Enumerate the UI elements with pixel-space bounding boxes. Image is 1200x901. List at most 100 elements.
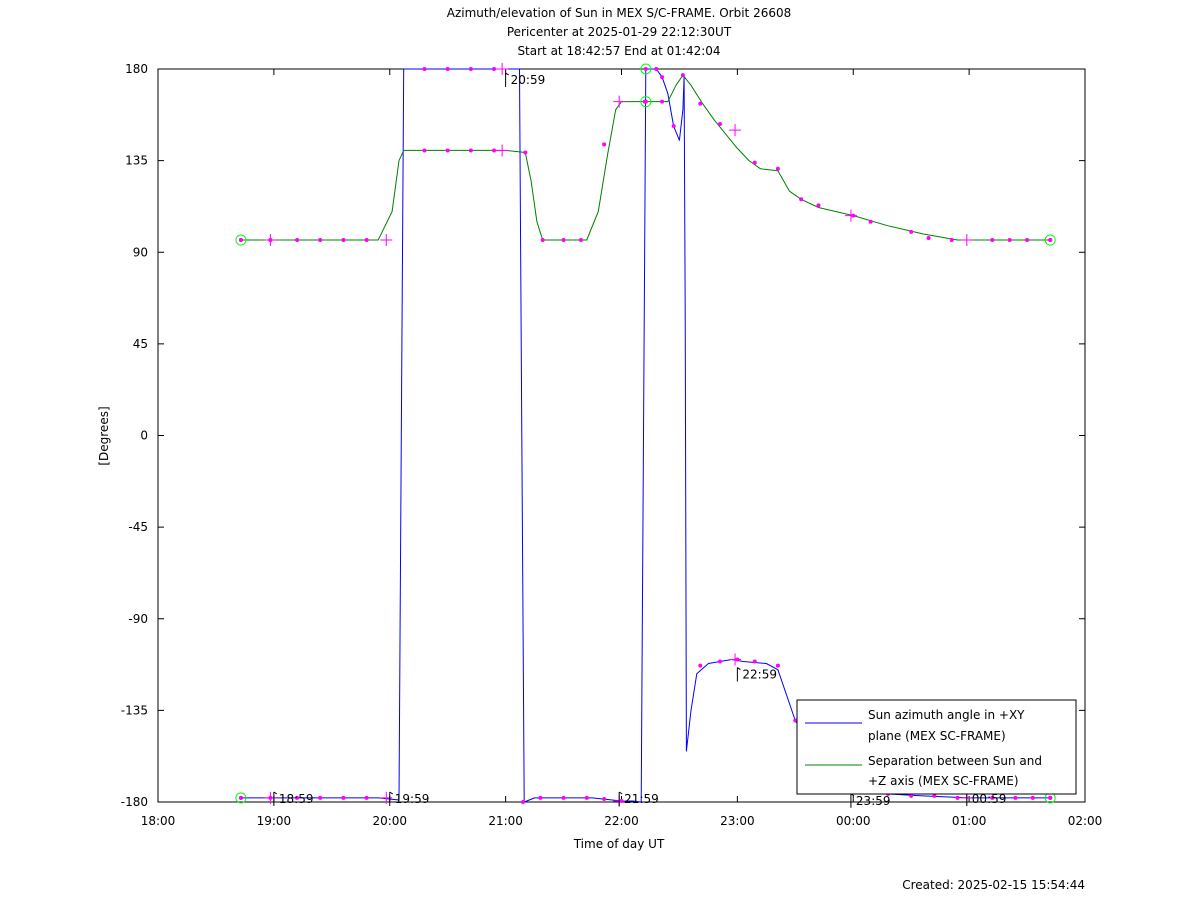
azimuth-marker-dot-11 (538, 795, 543, 800)
azimuth-marker-dot-18 (671, 124, 676, 129)
azimuth-marker-dot-24 (793, 718, 798, 723)
legend-label-azimuth-line1: Sun azimuth angle in +XY (868, 708, 1025, 722)
hour-annotation-label-2: 20:59 (511, 73, 546, 87)
x-tick-label-0: 18:00 (141, 814, 176, 828)
hour-annotation-hook-0 (273, 791, 278, 795)
x-tick-label-4: 22:00 (604, 814, 639, 828)
separation-marker-dot-21 (775, 166, 780, 171)
separation-marker-dot-26 (909, 229, 914, 234)
y-axis-ticks: 180 135 90 45 0 -45 -90 -135 -180 (121, 62, 1085, 809)
separation-marker-dot-14 (602, 142, 607, 147)
separation-marker-dot-13 (578, 238, 583, 243)
x-tick-label-1: 19:00 (257, 814, 292, 828)
endpoint-dot-4 (643, 67, 648, 71)
chart-title: Azimuth/elevation of Sun in MEX S/C-FRAM… (447, 6, 792, 20)
separation-marker-dot-11 (540, 238, 545, 243)
azimuth-marker-dot-16 (654, 67, 659, 71)
legend-box (796, 699, 1077, 795)
azimuth-marker-dot-2 (295, 795, 300, 800)
x-tick-label-7: 01:00 (952, 814, 987, 828)
hour-annotation-hook-3 (618, 791, 623, 795)
series-0-segment-2 (519, 68, 647, 803)
separation-marker-dot-22 (799, 197, 804, 202)
hour-annotation-hook-1 (389, 791, 394, 795)
endpoint-circle-2 (235, 792, 247, 804)
legend-label-azimuth-line2: plane (MEX SC-FRAME) (868, 729, 1006, 743)
azimuth-marker-dot-27 (909, 793, 914, 798)
separation-marker-dot-23 (816, 203, 821, 208)
hour-annotation-label-4: 22:59 (742, 668, 777, 682)
legend: Sun azimuth angle in +XY plane (MEX SC-F… (796, 699, 1077, 795)
chart-subtitle-range: Start at 18:42:57 End at 01:42:04 (517, 44, 720, 58)
hour-annotation-label-0: 18:59 (279, 792, 314, 806)
endpoint-dot-1 (1048, 238, 1053, 243)
separation-marker-dot-17 (680, 73, 685, 78)
series-layer (241, 68, 1051, 803)
azimuth-marker-dot-28 (932, 793, 937, 798)
azimuth-marker-dot-19 (698, 663, 703, 668)
x-axis-label: Time of day UT (573, 837, 665, 851)
hour-annotation-label-6: 00:59 (972, 792, 1007, 806)
azimuth-marker-dot-22 (752, 659, 757, 664)
separation-marker-dot-29 (990, 238, 995, 243)
endpoint-circle-4 (640, 63, 652, 75)
hour-plus-marker-8 (380, 234, 393, 247)
azimuth-marker-dot-3 (318, 795, 323, 800)
separation-marker-dot-7 (445, 148, 450, 153)
series-0-segment-3 (645, 68, 685, 141)
separation-marker-dot-2 (295, 238, 300, 243)
series-1-segment-0 (241, 74, 1051, 241)
hour-plus-marker-2 (496, 63, 509, 75)
y-tick-label-6: -90 (128, 612, 148, 626)
y-tick-label-1: 135 (125, 154, 148, 168)
separation-marker-dot-30 (1007, 238, 1012, 243)
hour-plus-marker-10 (613, 95, 626, 108)
hour-annotation-hook-4 (737, 667, 741, 670)
hour-plus-marker-12 (844, 209, 857, 222)
endpoint-circle-1 (1044, 234, 1056, 246)
endpoint-dot-0 (238, 238, 243, 243)
separation-marker-dot-16 (660, 99, 665, 104)
hour-plus-marker-11 (729, 124, 742, 137)
hour-annotation-label-5: 23:59 (856, 794, 891, 808)
azimuth-marker-dot-14 (602, 796, 607, 801)
y-tick-label-5: -45 (128, 520, 148, 534)
x-axis-ticks: 18:00 19:00 20:00 21:00 22:00 23:00 00:00 01:00… (141, 69, 1102, 828)
y-tick-label-4: 0 (140, 429, 148, 443)
separation-marker-dot-18 (698, 101, 703, 106)
azimuth-marker-dot-29 (955, 795, 960, 800)
series-0-segment-4 (683, 77, 1051, 799)
y-axis-label: [Degrees] (97, 406, 111, 465)
x-tick-label-5: 23:00 (720, 814, 755, 828)
azimuth-marker-dot-12 (561, 795, 566, 800)
separation-marker-dot-5 (364, 238, 369, 243)
separation-marker-dot-10 (523, 150, 528, 155)
separation-marker-dot-6 (422, 148, 427, 153)
series-0-segment-0 (241, 68, 405, 801)
azimuth-marker-dot-32 (1030, 795, 1035, 800)
azimuth-marker-dot-6 (422, 67, 427, 71)
hour-annotation-layer: 18:59 19:59 20:59 21:59 22:59 23:59 00:59 (273, 72, 1007, 808)
hour-plus-marker-13 (960, 234, 973, 247)
hour-plus-marker-7 (264, 234, 277, 247)
hour-annotation-hook-2 (505, 72, 509, 76)
azimuth-marker-dot-4 (341, 795, 346, 800)
separation-marker-dot-31 (1025, 238, 1030, 243)
separation-marker-dot-19 (717, 121, 722, 126)
endpoint-dot-3 (1048, 795, 1053, 800)
separation-marker-dot-28 (949, 238, 954, 243)
x-tick-label-3: 21:00 (488, 814, 523, 828)
azimuth-marker-dot-31 (1013, 795, 1018, 800)
azimuth-marker-dot-20 (717, 659, 722, 664)
azimuth-marker-dot-9 (492, 67, 497, 71)
y-tick-label-8: -180 (121, 795, 148, 809)
hour-annotation-label-1: 19:59 (395, 792, 430, 806)
hour-plus-marker-9 (496, 144, 509, 157)
separation-marker-dot-20 (752, 160, 757, 165)
y-tick-label-3: 45 (133, 337, 148, 351)
endpoint-circle-5 (640, 96, 652, 108)
y-tick-label-0: 180 (125, 62, 148, 76)
hour-plus-marker-0 (264, 791, 277, 804)
azimuth-marker-dot-13 (584, 795, 589, 800)
